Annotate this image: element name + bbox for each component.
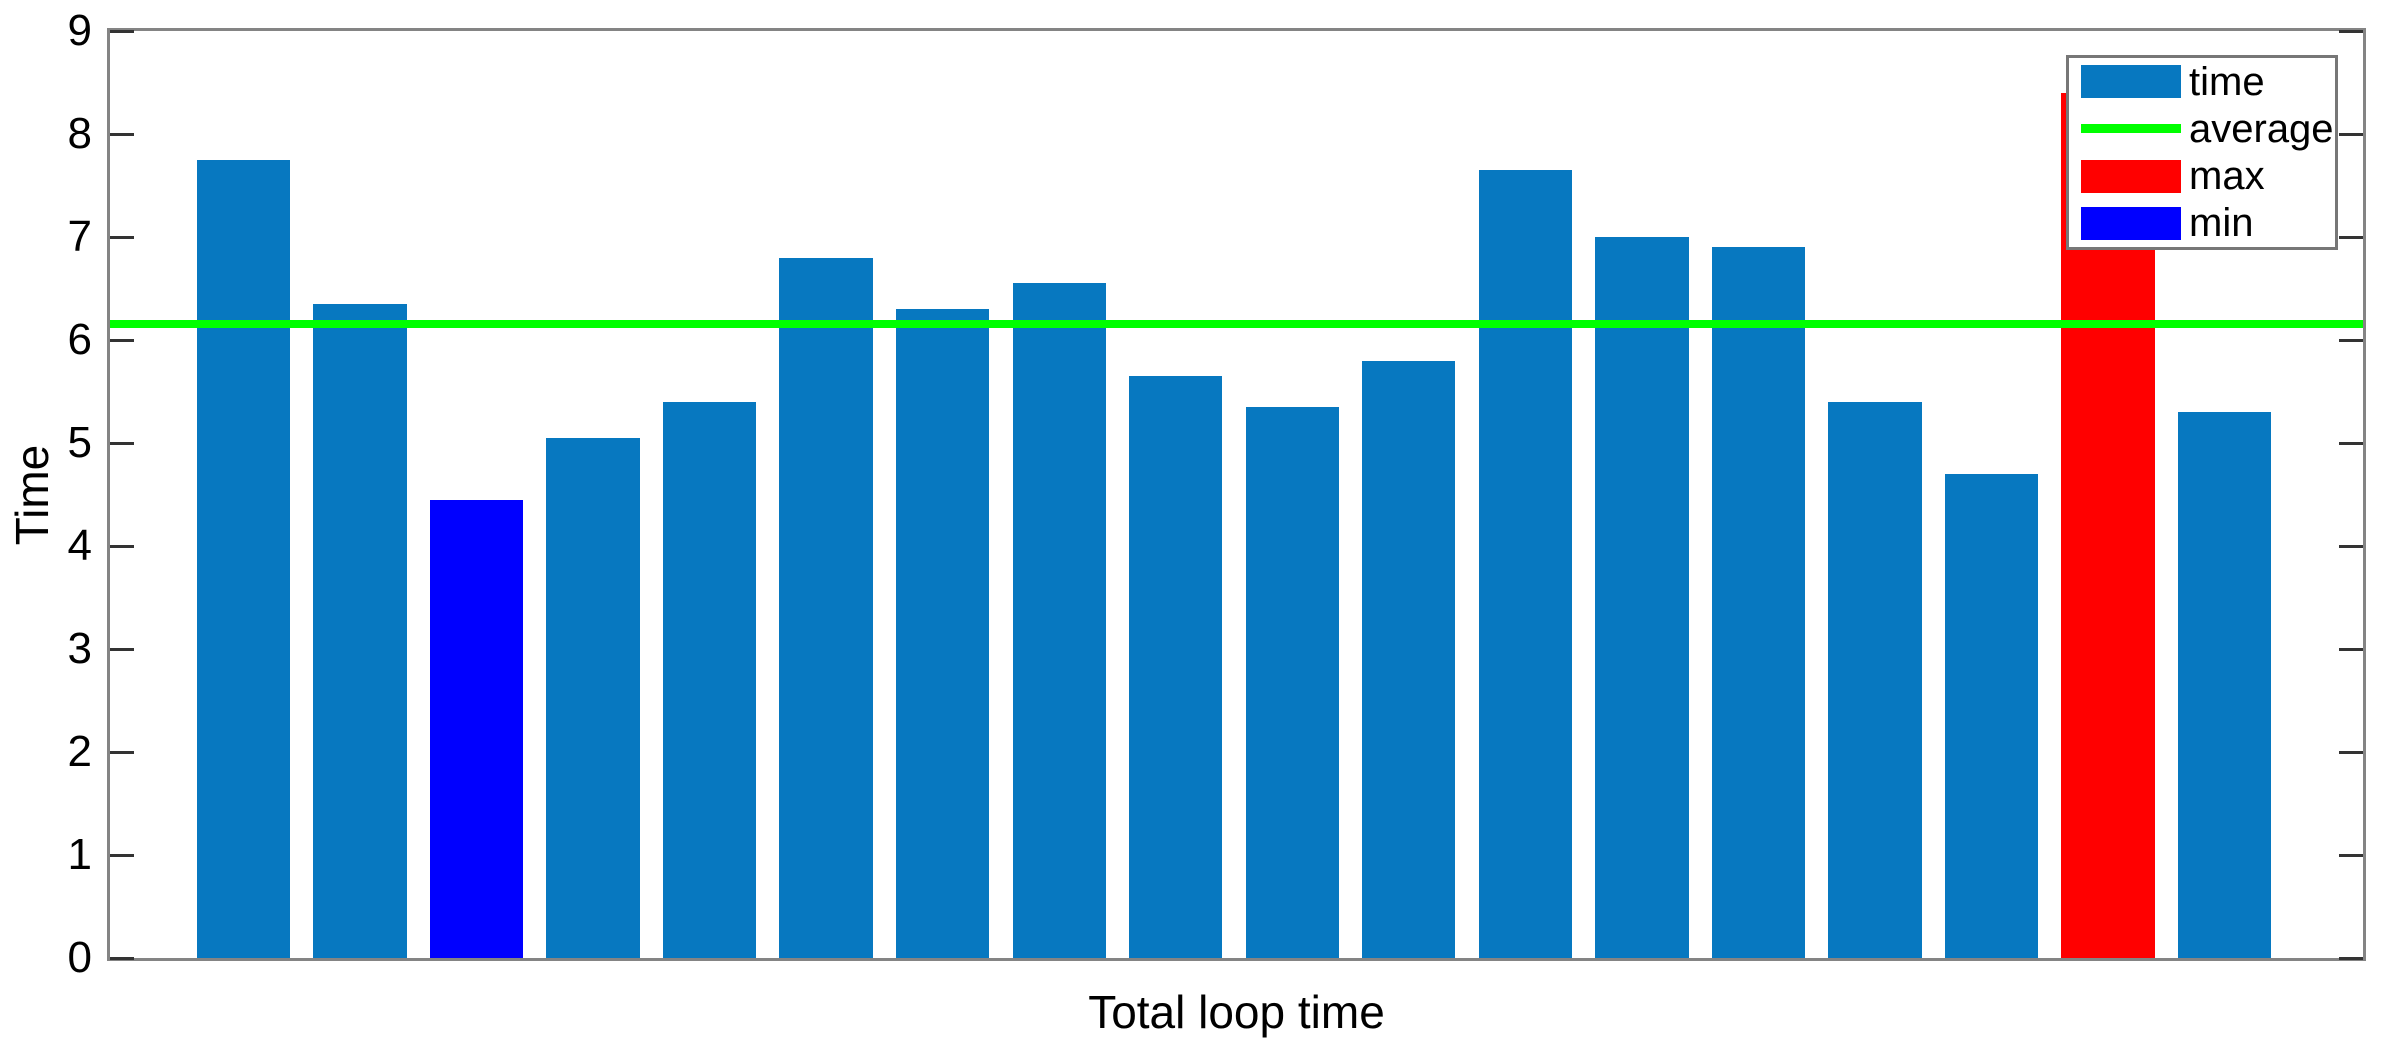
x-axis-label: Total loop time bbox=[1088, 986, 1385, 1038]
bar bbox=[1828, 401, 1922, 958]
y-tick-mark bbox=[2339, 544, 2363, 548]
legend-swatch-max bbox=[2081, 159, 2181, 193]
legend-item-time: time bbox=[2081, 60, 2335, 104]
y-tick-mark bbox=[110, 29, 134, 33]
y-tick-mark bbox=[110, 853, 134, 857]
y-tick-label: 7 bbox=[67, 212, 92, 261]
y-tick-mark bbox=[2339, 853, 2363, 857]
legend: time average max min bbox=[2066, 55, 2338, 250]
bar bbox=[1944, 473, 2039, 958]
y-tick-mark bbox=[110, 544, 134, 548]
y-tick-label: 3 bbox=[67, 624, 92, 673]
y-tick-label: 0 bbox=[67, 933, 92, 982]
bar bbox=[1595, 237, 1689, 958]
bar bbox=[313, 303, 407, 958]
y-tick-mark bbox=[2339, 29, 2363, 33]
y-tick-mark bbox=[110, 235, 134, 239]
y-tick-mark bbox=[110, 338, 134, 342]
y-tick-label: 5 bbox=[67, 418, 92, 467]
y-tick-mark bbox=[2339, 441, 2363, 445]
bar bbox=[779, 257, 873, 958]
y-tick-label: 6 bbox=[67, 315, 92, 364]
y-tick-mark bbox=[2339, 956, 2363, 960]
y-tick-label: 1 bbox=[67, 830, 92, 879]
legend-label: max bbox=[2189, 154, 2265, 199]
y-tick-label: 8 bbox=[67, 109, 92, 158]
legend-item-average: average bbox=[2081, 107, 2335, 151]
bar bbox=[895, 309, 990, 958]
average-line bbox=[110, 319, 2363, 328]
plot-area bbox=[107, 28, 2366, 961]
y-tick-mark bbox=[2339, 132, 2363, 136]
legend-swatch-average bbox=[2081, 124, 2181, 134]
y-tick-mark bbox=[110, 132, 134, 136]
y-tick-mark bbox=[2339, 647, 2363, 651]
legend-item-max: max bbox=[2081, 154, 2335, 198]
y-tick-mark bbox=[2339, 750, 2363, 754]
y-tick-label: 2 bbox=[67, 727, 92, 776]
legend-label: min bbox=[2189, 201, 2254, 246]
bar bbox=[662, 401, 757, 958]
bar bbox=[1129, 376, 1223, 958]
legend-swatch-min bbox=[2081, 206, 2181, 240]
y-tick-label: 4 bbox=[67, 521, 92, 570]
bar bbox=[1012, 283, 1106, 958]
legend-item-min: min bbox=[2081, 201, 2335, 245]
legend-label: time bbox=[2189, 59, 2265, 104]
bar bbox=[546, 437, 640, 958]
y-tick-mark bbox=[110, 441, 134, 445]
bar bbox=[2178, 412, 2272, 958]
bar bbox=[1478, 170, 1573, 958]
y-tick-mark bbox=[110, 956, 134, 960]
y-tick-mark bbox=[110, 750, 134, 754]
legend-swatch-time bbox=[2081, 65, 2181, 99]
bar-min bbox=[429, 499, 524, 958]
legend-label: average bbox=[2189, 106, 2334, 151]
bar bbox=[1245, 406, 1339, 958]
y-tick-mark bbox=[2339, 235, 2363, 239]
bar bbox=[1711, 247, 1806, 958]
y-tick-mark bbox=[110, 647, 134, 651]
y-tick-mark bbox=[2339, 338, 2363, 342]
bar bbox=[1362, 360, 1456, 958]
bar bbox=[196, 159, 290, 958]
y-tick-label: 9 bbox=[67, 6, 92, 55]
